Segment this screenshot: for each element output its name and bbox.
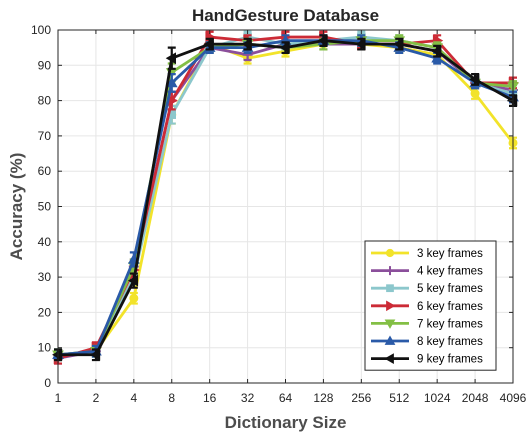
y-tick-label: 50	[38, 200, 52, 214]
legend-marker	[386, 284, 394, 293]
data-point	[203, 38, 214, 50]
legend-item: 3 key frames	[371, 248, 483, 260]
legend-marker	[384, 335, 396, 345]
legend-label: 5 key frames	[417, 283, 483, 295]
y-tick-label: 20	[38, 305, 52, 319]
legend-label: 8 key frames	[417, 336, 483, 348]
data-point	[165, 52, 176, 65]
y-tick-label: 10	[38, 341, 52, 355]
data-point	[470, 89, 480, 99]
y-tick-label: 0	[44, 376, 51, 390]
legend-label: 4 key frames	[417, 266, 483, 278]
x-tick-label: 1024	[424, 391, 451, 405]
x-tick-label: 16	[203, 391, 217, 405]
data-point	[127, 274, 139, 287]
data-point	[241, 38, 252, 50]
axis-ticks: 1 2 4 8 16 32 64 128 256 512 1024 2048 4096 0 10 20 30 40…	[31, 23, 527, 405]
y-axis-label: Accuracy (%)	[7, 153, 26, 261]
x-tick-label: 64	[279, 391, 293, 405]
legend-item: 5 key frames	[371, 283, 483, 295]
data-point	[355, 38, 366, 50]
legend-item: 9 key frames	[371, 353, 483, 366]
x-tick-label: 1	[55, 391, 62, 405]
x-tick-label: 4	[130, 391, 137, 405]
data-point	[393, 38, 404, 50]
legend-label: 6 key frames	[417, 301, 483, 313]
y-tick-label: 60	[38, 164, 52, 178]
legend-marker	[386, 300, 396, 312]
legend-item: 8 key frames	[371, 335, 483, 348]
data-point	[129, 293, 139, 303]
x-tick-label: 2	[93, 391, 100, 405]
legend-label: 9 key frames	[417, 354, 483, 366]
legend: 3 key frames 4 key frames 5 key frames 6 ke…	[364, 240, 497, 371]
y-tick-label: 70	[38, 129, 52, 143]
x-tick-label: 4096	[500, 391, 527, 405]
x-tick-label: 2048	[462, 391, 489, 405]
y-tick-label: 100	[31, 23, 51, 37]
legend-marker	[385, 266, 395, 276]
legend-label: 7 key frames	[417, 318, 483, 330]
data-point	[279, 41, 290, 54]
y-tick-label: 90	[38, 58, 52, 72]
y-tick-label: 80	[38, 94, 52, 108]
data-point	[431, 45, 442, 58]
legend-item: 6 key frames	[371, 300, 483, 313]
legend-marker	[384, 353, 394, 364]
legend-item: 7 key frames	[371, 318, 483, 330]
legend-marker	[385, 248, 395, 258]
plot-series	[51, 30, 520, 365]
x-tick-label: 8	[168, 391, 175, 405]
data-point	[165, 76, 178, 88]
data-point	[431, 52, 444, 63]
chart-title: HandGesture Database	[192, 6, 379, 25]
y-tick-label: 40	[38, 235, 52, 249]
data-point	[317, 34, 328, 47]
x-tick-label: 128	[313, 391, 333, 405]
legend-label: 3 key frames	[417, 248, 483, 260]
y-tick-label: 30	[38, 270, 52, 284]
x-axis-label: Dictionary Size	[225, 413, 347, 432]
data-point	[469, 73, 480, 86]
legend-marker	[384, 319, 396, 329]
data-point	[51, 348, 63, 361]
x-tick-label: 32	[241, 391, 255, 405]
x-tick-label: 512	[389, 391, 409, 405]
x-tick-label: 256	[351, 391, 371, 405]
data-point	[89, 348, 101, 361]
legend-item: 4 key frames	[371, 266, 483, 278]
